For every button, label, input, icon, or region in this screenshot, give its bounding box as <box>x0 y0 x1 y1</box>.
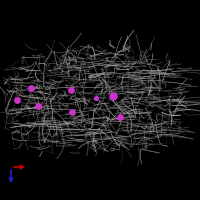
Point <box>29 86 33 90</box>
Point <box>15 98 19 102</box>
Point <box>70 110 74 114</box>
Point <box>94 96 98 100</box>
Point <box>118 115 122 119</box>
Point <box>69 88 73 92</box>
Point <box>36 104 40 108</box>
Point <box>111 94 115 98</box>
